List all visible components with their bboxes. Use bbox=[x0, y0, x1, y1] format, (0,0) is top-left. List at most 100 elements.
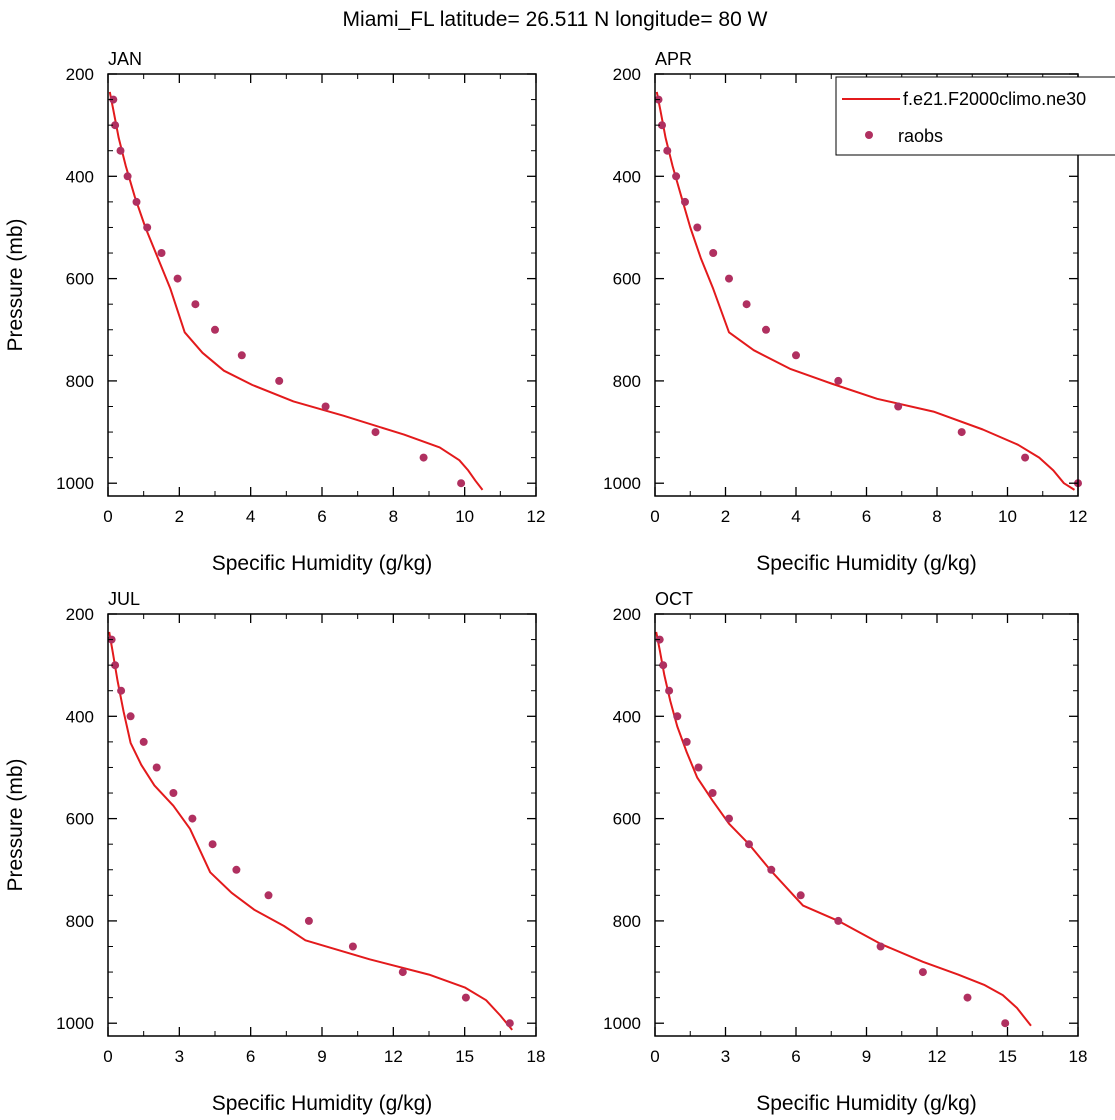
x-axis-title: Specific Humidity (g/kg) bbox=[756, 1092, 977, 1115]
plot-frame bbox=[107, 73, 537, 497]
x-tick-label: 9 bbox=[862, 1047, 871, 1066]
y-tick-label: 600 bbox=[613, 810, 641, 829]
y-axis-title: Pressure (mb) bbox=[4, 758, 27, 891]
x-tick-label: 2 bbox=[721, 507, 730, 526]
y-tick-label: 1000 bbox=[56, 474, 94, 493]
raobs-point bbox=[191, 300, 200, 309]
raobs-point bbox=[321, 402, 330, 411]
raobs-point bbox=[348, 942, 357, 951]
raobs-point bbox=[894, 402, 903, 411]
raobs-point bbox=[725, 814, 733, 823]
raobs-point bbox=[126, 712, 135, 721]
y-tick-label: 1000 bbox=[603, 1014, 641, 1033]
x-axis-title: Specific Humidity (g/kg) bbox=[212, 1092, 433, 1115]
x-tick-label: 0 bbox=[103, 507, 112, 526]
y-tick-label: 1000 bbox=[603, 474, 641, 493]
chart-panel-jan: 0 2 4 6 8 10 12 200 400 600 800 1000 JAN Specific Hum… bbox=[4, 49, 545, 575]
panel-label: JAN bbox=[108, 49, 142, 69]
plot-frame bbox=[654, 613, 1079, 1037]
raobs-point bbox=[745, 840, 753, 849]
raobs-point bbox=[237, 351, 246, 360]
legend: f.e21.F2000climo.ne30 raobs bbox=[835, 76, 1115, 156]
y-axis-title: Pressure (mb) bbox=[4, 218, 27, 351]
y-tick-label: 600 bbox=[66, 270, 94, 289]
raobs-point bbox=[682, 737, 691, 746]
raobs-point bbox=[117, 686, 126, 695]
raobs-point bbox=[208, 840, 217, 849]
x-tick-label: 6 bbox=[791, 1047, 800, 1066]
y-tick-label: 800 bbox=[66, 912, 94, 931]
raobs-point bbox=[673, 712, 682, 721]
chart-panel-oct: 0 3 6 9 12 15 18 200 400 600 800 1000 OCT Specific Hu… bbox=[603, 589, 1087, 1115]
raobs-point bbox=[109, 95, 118, 104]
y-tick-label: 400 bbox=[66, 167, 94, 186]
raobs-point bbox=[834, 916, 843, 925]
raobs-point bbox=[834, 376, 843, 385]
y-tick-label: 200 bbox=[66, 65, 94, 84]
raobs-point bbox=[672, 172, 681, 181]
model-line-series bbox=[108, 631, 513, 1031]
x-tick-label: 0 bbox=[650, 1047, 659, 1066]
x-tick-label: 12 bbox=[527, 507, 546, 526]
raobs-point bbox=[371, 428, 380, 437]
model-line-series bbox=[108, 91, 484, 491]
raobs-point bbox=[792, 351, 800, 360]
x-tick-label: 9 bbox=[317, 1047, 326, 1066]
raobs-point bbox=[264, 891, 273, 900]
raobs-point bbox=[762, 325, 770, 334]
legend-box bbox=[835, 76, 1115, 156]
raobs-point bbox=[876, 942, 885, 951]
x-tick-label: 4 bbox=[246, 507, 255, 526]
x-tick-label: 15 bbox=[455, 1047, 474, 1066]
x-tick-label: 12 bbox=[384, 1047, 403, 1066]
raobs-point bbox=[709, 249, 718, 257]
raobs-point bbox=[658, 121, 666, 130]
raobs-point bbox=[188, 814, 197, 823]
raobs-point bbox=[111, 121, 120, 130]
raobs-point bbox=[796, 891, 805, 900]
x-tick-label: 10 bbox=[455, 507, 474, 526]
x-tick-label: 15 bbox=[998, 1047, 1017, 1066]
chart-panel-jul: 0 3 6 9 12 15 18 200 400 600 800 1000 JUL Specific Hu… bbox=[4, 589, 545, 1115]
x-tick-label: 8 bbox=[389, 507, 398, 526]
plot-frame bbox=[107, 613, 537, 1037]
raobs-point bbox=[275, 376, 284, 385]
raobs-point bbox=[694, 763, 703, 772]
raobs-point bbox=[169, 789, 178, 797]
raobs-point bbox=[419, 453, 428, 462]
x-tick-label: 6 bbox=[246, 1047, 255, 1066]
raobs-point bbox=[963, 993, 972, 1002]
raobs-point bbox=[111, 661, 120, 670]
y-tick-label: 600 bbox=[66, 810, 94, 829]
y-tick-label: 800 bbox=[613, 912, 641, 931]
raobs-point bbox=[659, 661, 668, 670]
y-tick-label: 1000 bbox=[56, 1014, 94, 1033]
x-axis-title: Specific Humidity (g/kg) bbox=[756, 552, 977, 575]
raobs-point bbox=[132, 197, 141, 206]
raobs-point bbox=[957, 428, 966, 437]
x-tick-label: 10 bbox=[998, 507, 1017, 526]
panel-label: APR bbox=[655, 49, 692, 69]
x-tick-label: 0 bbox=[103, 1047, 112, 1066]
x-tick-label: 8 bbox=[932, 507, 941, 526]
model-line-series bbox=[655, 631, 1032, 1027]
raobs-point bbox=[693, 223, 702, 232]
y-tick-label: 800 bbox=[66, 372, 94, 391]
raobs-point bbox=[665, 686, 674, 695]
raobs-point bbox=[116, 146, 125, 155]
x-axis-title: Specific Humidity (g/kg) bbox=[212, 552, 433, 575]
legend-obs-label: raobs bbox=[898, 126, 943, 146]
x-tick-label: 18 bbox=[527, 1047, 546, 1066]
raobs-point bbox=[211, 325, 219, 334]
x-tick-label: 0 bbox=[650, 507, 659, 526]
raobs-point bbox=[663, 146, 672, 155]
panel-label: OCT bbox=[655, 589, 693, 609]
raobs-point bbox=[505, 1019, 514, 1028]
raobs-point bbox=[725, 274, 733, 283]
raobs-point bbox=[123, 172, 132, 181]
raobs-point bbox=[143, 223, 152, 232]
raobs-point bbox=[304, 916, 313, 925]
y-tick-label: 400 bbox=[613, 167, 641, 186]
y-tick-label: 600 bbox=[613, 270, 641, 289]
